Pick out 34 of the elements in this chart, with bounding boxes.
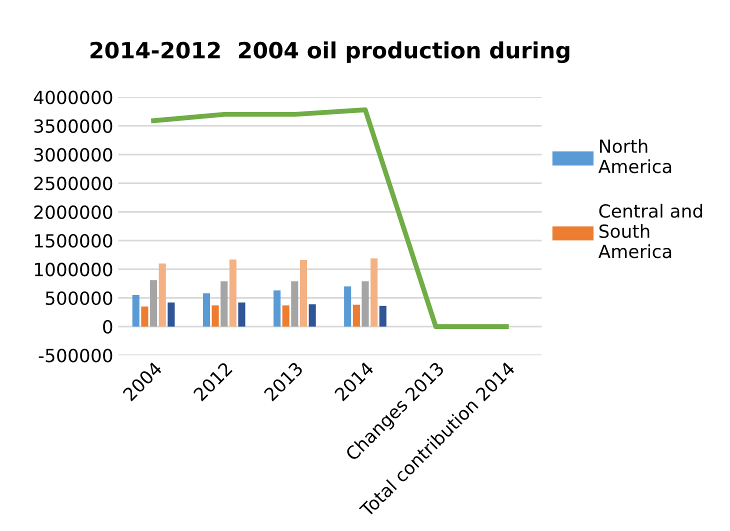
bar bbox=[229, 259, 236, 327]
line-series bbox=[151, 107, 509, 329]
y-tick-label: 2000000 bbox=[34, 205, 112, 219]
bar bbox=[132, 295, 140, 327]
bar bbox=[150, 280, 158, 327]
bar bbox=[168, 302, 175, 327]
bar bbox=[352, 304, 360, 327]
y-tick-label: 4000000 bbox=[34, 90, 112, 104]
bar bbox=[238, 302, 246, 327]
bar bbox=[220, 281, 228, 327]
bar bbox=[344, 286, 352, 327]
bar bbox=[300, 260, 308, 327]
bar bbox=[308, 304, 316, 327]
y-tick-label: -500000 bbox=[38, 348, 112, 362]
bar bbox=[370, 258, 378, 327]
y-tick-label: 1500000 bbox=[34, 234, 112, 248]
y-tick-label: 3000000 bbox=[34, 148, 112, 162]
bar bbox=[212, 305, 219, 327]
bar bbox=[274, 290, 281, 327]
bar bbox=[158, 263, 166, 327]
y-tick-label: 1000000 bbox=[34, 262, 112, 276]
y-tick-label: 500000 bbox=[46, 291, 112, 306]
chart-title: 2014-2012 2004 oil production during bbox=[90, 41, 570, 64]
y-tick-label: 0 bbox=[103, 320, 112, 334]
y-tick-label: 2500000 bbox=[34, 176, 112, 190]
bar bbox=[362, 281, 369, 327]
bar bbox=[141, 306, 148, 327]
bar bbox=[282, 305, 290, 327]
y-tick-label: 3500000 bbox=[34, 119, 112, 133]
bar bbox=[291, 281, 298, 327]
bar bbox=[379, 306, 386, 327]
bar bbox=[202, 293, 210, 327]
legend-label: North America bbox=[598, 139, 672, 174]
legend-label: Central and South America bbox=[598, 204, 702, 258]
